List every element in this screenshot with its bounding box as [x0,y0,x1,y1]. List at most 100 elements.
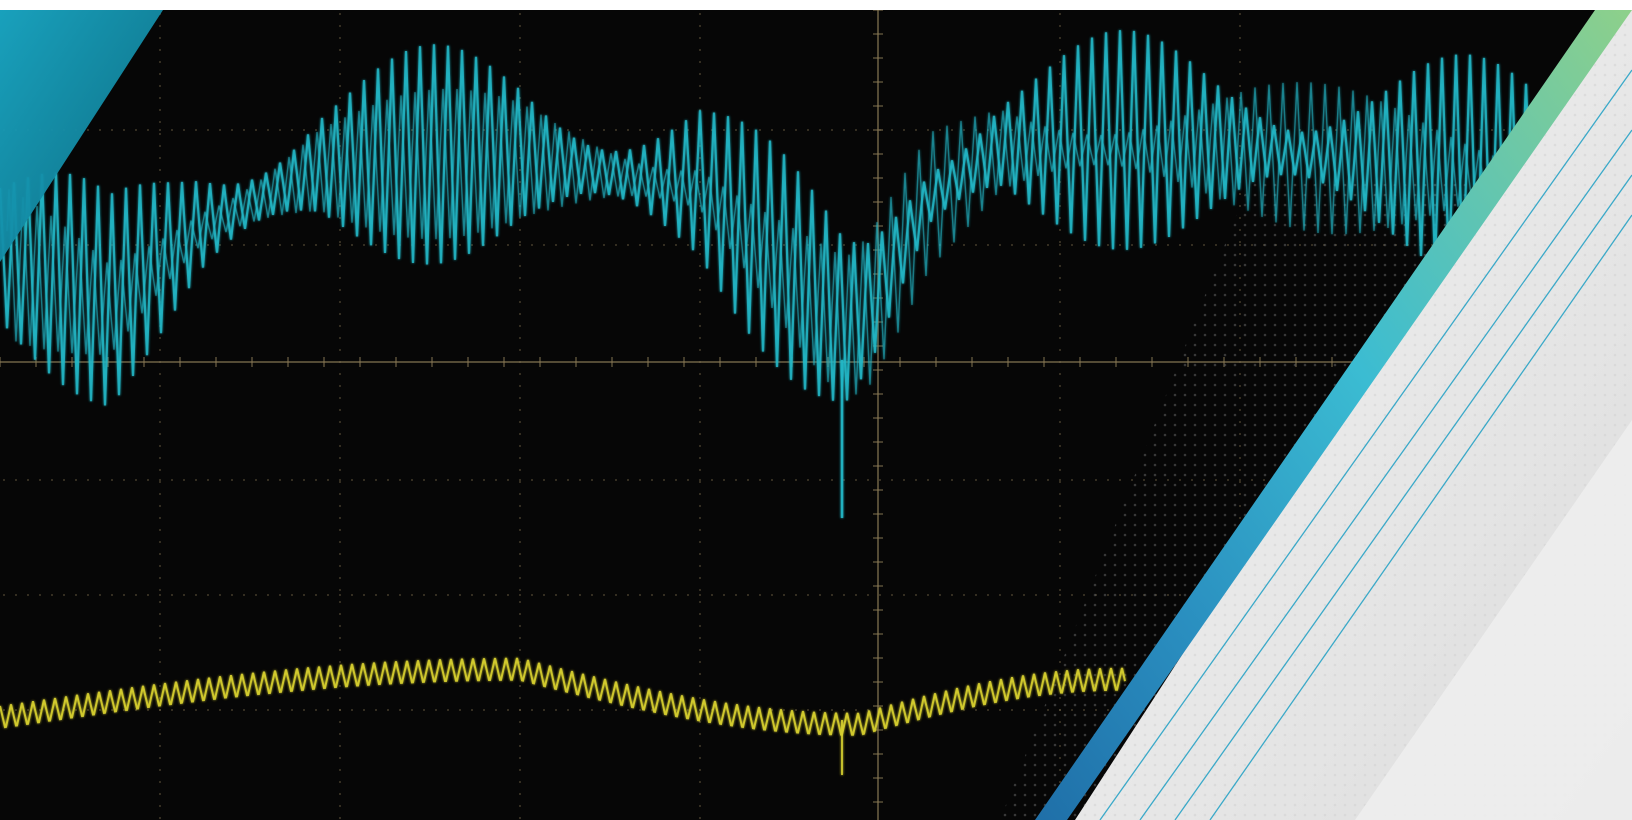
grid-dot [627,244,629,246]
grid-dot [363,594,365,596]
grid-dot [843,594,845,596]
grid-dot [471,709,473,711]
grid-dot [327,244,329,246]
grid-dot [699,313,701,315]
grid-dot [663,244,665,246]
grid-dot [159,594,161,596]
grid-dot [1083,479,1085,481]
grid-dot [819,709,821,711]
grid-dot [1311,129,1313,131]
grid-dot [291,244,293,246]
grid-dot [3,479,5,481]
light-panel-lower [1355,420,1632,820]
grid-dot [1239,49,1241,51]
grid-dot [519,594,521,596]
grid-dot [519,577,521,579]
grid-dot [507,244,509,246]
grid-dot [687,594,689,596]
grid-dot [639,709,641,711]
grid-dot [699,373,701,375]
grid-dot [975,244,977,246]
grid-dot [699,505,701,507]
grid-dot [159,625,161,627]
grid-dot [87,244,89,246]
grid-dot [699,769,701,771]
grid-dot [1059,479,1061,481]
grid-dot [1059,565,1061,567]
cyan-trace-echo [6,82,1601,399]
grid-dot [159,181,161,183]
grid-dot [831,709,833,711]
grid-dot [963,479,965,481]
grid-dot [339,133,341,135]
grid-dot [1059,421,1061,423]
grid-dot [159,129,161,131]
grid-dot [615,594,617,596]
grid-dot [879,129,881,131]
grid-dot [519,601,521,603]
grid-dot [99,709,101,711]
grid-dot [903,479,905,481]
grid-dot [519,541,521,543]
grid-dot [255,479,257,481]
grid-dot [495,709,497,711]
grid-dot [339,481,341,483]
grid-dot [531,479,533,481]
grid-dot [1155,244,1157,246]
grid-dot [339,385,341,387]
grid-dot [699,157,701,159]
grid-dot [303,479,305,481]
grid-dot [207,709,209,711]
grid-dot [1167,244,1169,246]
grid-dot [1095,244,1097,246]
grid-dot [699,265,701,267]
grid-dot [171,594,173,596]
grid-dot [339,649,341,651]
grid-dot [339,781,341,783]
grid-dot [459,479,461,481]
grid-dot [1047,479,1049,481]
grid-dot [471,244,473,246]
grid-dot [291,709,293,711]
grid-dot [339,361,341,363]
grid-dot [519,397,521,399]
grid-dot [699,181,701,183]
grid-dot [159,25,161,27]
grid-dot [1239,129,1241,131]
grid-dot [411,709,413,711]
diagonal-stripe-line [1174,174,1632,820]
grid-dot [87,594,89,596]
grid-dot [1059,73,1061,75]
grid-dot [519,73,521,75]
grid-dot [927,479,929,481]
grid-dot [159,793,161,795]
grid-dot [75,709,77,711]
grid-dot [519,649,521,651]
grid-dot [999,479,1001,481]
grid-dot [951,479,953,481]
grid-dot [855,479,857,481]
grid-dot [543,709,545,711]
grid-dot [243,479,245,481]
grid-dot [519,385,521,387]
grid-dot [603,129,605,131]
grid-dot [699,433,701,435]
grid-dot [1059,25,1061,27]
grid-dot [159,433,161,435]
grid-dot [1059,409,1061,411]
grid-dot [579,129,581,131]
grid-dot [159,73,161,75]
grid-dot [927,594,929,596]
grid-dot [111,479,113,481]
grid-dot [987,709,989,711]
grid-dot [1431,129,1433,131]
grid-dot [303,594,305,596]
grid-dot [159,565,161,567]
grid-dot [159,745,161,747]
grid-dot [699,217,701,219]
grid-dot [699,529,701,531]
grid-dot [915,594,917,596]
grid-dot [339,73,341,75]
grid-dot [819,129,821,131]
grid-dot [519,193,521,195]
